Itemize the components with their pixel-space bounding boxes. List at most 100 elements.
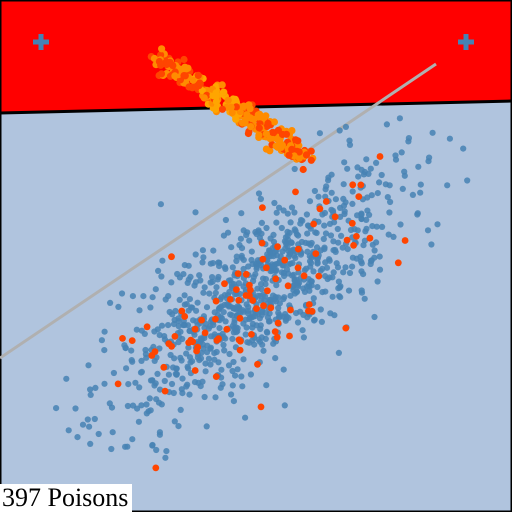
poison-point [128,337,136,344]
clean-point [177,328,184,335]
clean-point [264,329,271,336]
clean-point [107,299,114,306]
clean-point [179,390,186,397]
clean-point [238,210,245,217]
clean-point [358,287,365,294]
poison-point [201,329,209,337]
clean-point [322,259,329,266]
clean-point [247,371,254,378]
clean-point [323,183,330,190]
poison-cluster-point [278,141,286,149]
clean-point [291,226,298,233]
clean-point [273,209,280,216]
clean-point [316,130,323,137]
clean-point [218,366,225,373]
poison-cluster-point [212,89,220,97]
clean-point [222,265,229,272]
clean-point [334,264,342,271]
poison-cluster-point [255,124,263,132]
clean-point [415,163,422,170]
clean-point [258,219,265,226]
clean-point [349,263,356,270]
poison-cluster-point [181,63,189,71]
clean-point [335,349,342,356]
clean-point [174,270,181,278]
clean-point [203,304,211,311]
clean-point [386,182,393,189]
clean-point [220,309,227,316]
clean-point [242,414,249,421]
clean-point [87,440,94,447]
clean-point [262,276,269,283]
poison-point [271,328,279,335]
clean-point [222,216,229,224]
clean-point [417,181,424,188]
clean-point [232,372,239,379]
clean-point [205,325,212,332]
poison-cluster-point [157,70,166,78]
clean-point [219,381,226,388]
poison-point [181,313,189,320]
clean-point [342,264,349,271]
clean-point [302,239,309,246]
clean-point [236,290,243,298]
clean-point [124,402,131,410]
clean-point [290,282,297,289]
clean-point [134,405,141,412]
clean-point [199,247,206,254]
clean-point [355,173,362,180]
clean-point [363,225,370,232]
clean-point [371,313,378,321]
clean-point [344,246,351,253]
poison-point [212,297,220,305]
poison-point [292,188,299,196]
clean-point [328,206,335,213]
clean-point [280,366,287,373]
poison-cluster-point [228,109,236,117]
clean-point [283,239,290,246]
clean-point [396,115,403,122]
clean-point [210,322,217,329]
clean-point [108,404,116,411]
poison-cluster-point [288,145,296,153]
clean-point [340,269,347,276]
clean-point [143,354,150,361]
clean-point [280,296,287,303]
clean-point [281,402,288,409]
clean-point [270,231,277,238]
clean-point [228,312,236,319]
clean-point [199,378,206,385]
clean-point [74,434,81,441]
clean-point [85,362,92,369]
clean-point [260,347,267,354]
poison-point [233,286,240,293]
poison-cluster-point [158,45,166,53]
clean-point [143,401,150,408]
clean-point [203,423,210,430]
clean-point [145,408,152,415]
clean-point [123,365,130,372]
clean-point [180,271,187,278]
clean-point [293,310,300,317]
poison-point [235,296,243,304]
clean-point [363,156,370,163]
clean-point [255,190,263,197]
clean-point [167,351,174,359]
clean-point [385,231,392,238]
clean-point [165,293,172,300]
poison-point [191,367,199,374]
clean-point [186,391,193,398]
clean-point [229,264,236,271]
clean-point [161,377,168,385]
clean-point [331,219,338,226]
clean-point [368,257,375,264]
clean-point [225,362,233,369]
clean-point [315,193,322,200]
clean-point [446,135,453,142]
clean-point [322,230,330,237]
poison-cluster-point [295,148,303,156]
clean-point [328,189,335,196]
clean-point [189,304,196,311]
clean-point [341,208,348,215]
